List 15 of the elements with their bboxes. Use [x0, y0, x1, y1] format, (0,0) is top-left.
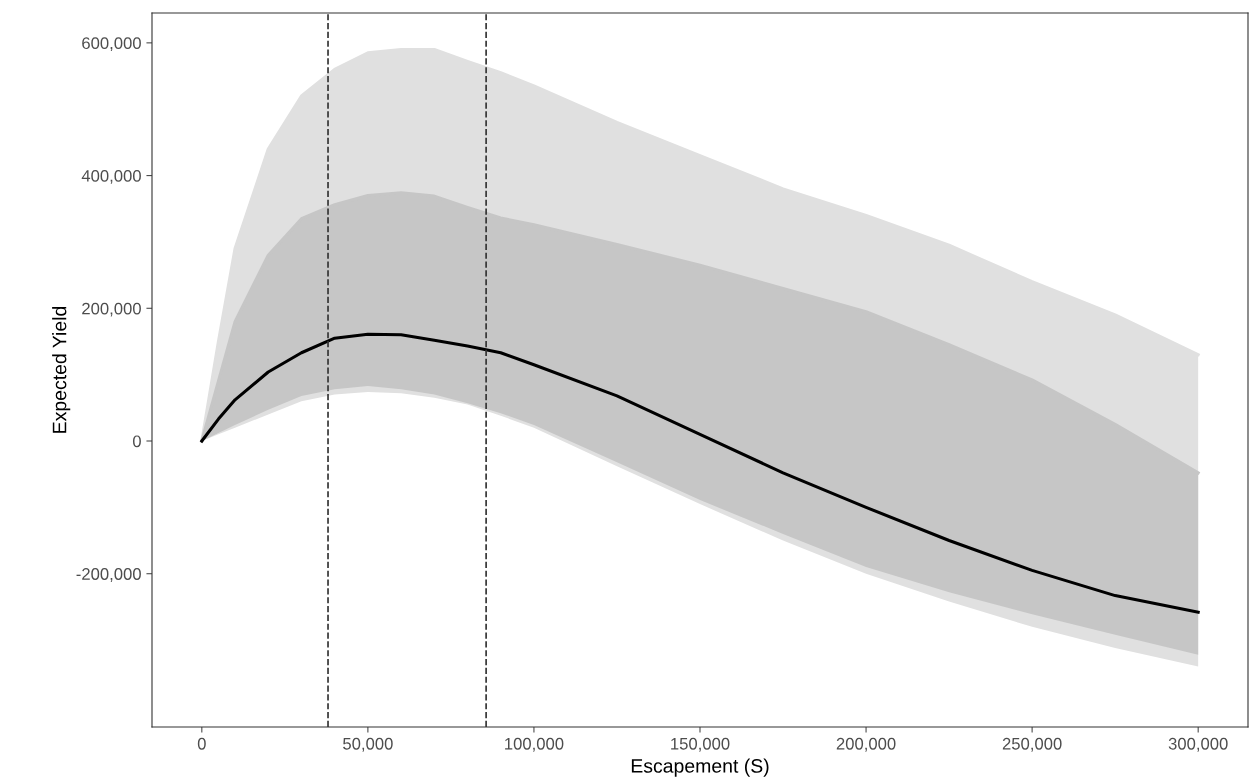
- x-axis-title: Escapement (S): [631, 758, 769, 777]
- x-tick-label: 300,000: [1168, 737, 1228, 752]
- x-tick-label: 0: [197, 737, 206, 750]
- line-series: [200, 332, 1200, 614]
- y-tick-label: 600,000: [82, 37, 141, 52]
- x-tick-label: 250,000: [1002, 737, 1062, 752]
- x-tick-label: 200,000: [836, 737, 896, 752]
- y-tick-label: 200,000: [82, 302, 141, 317]
- y-tick-label: -200,000: [76, 568, 141, 582]
- y-tick-label: 400,000: [81, 169, 141, 184]
- x-tick-label: 100,000: [505, 737, 564, 752]
- x-tick-label: 50,000: [343, 737, 393, 752]
- x-tick-label: 150,000: [671, 737, 730, 752]
- y-tick-label: 0: [132, 435, 141, 448]
- y-axis-title: Expected Yield: [52, 306, 71, 433]
